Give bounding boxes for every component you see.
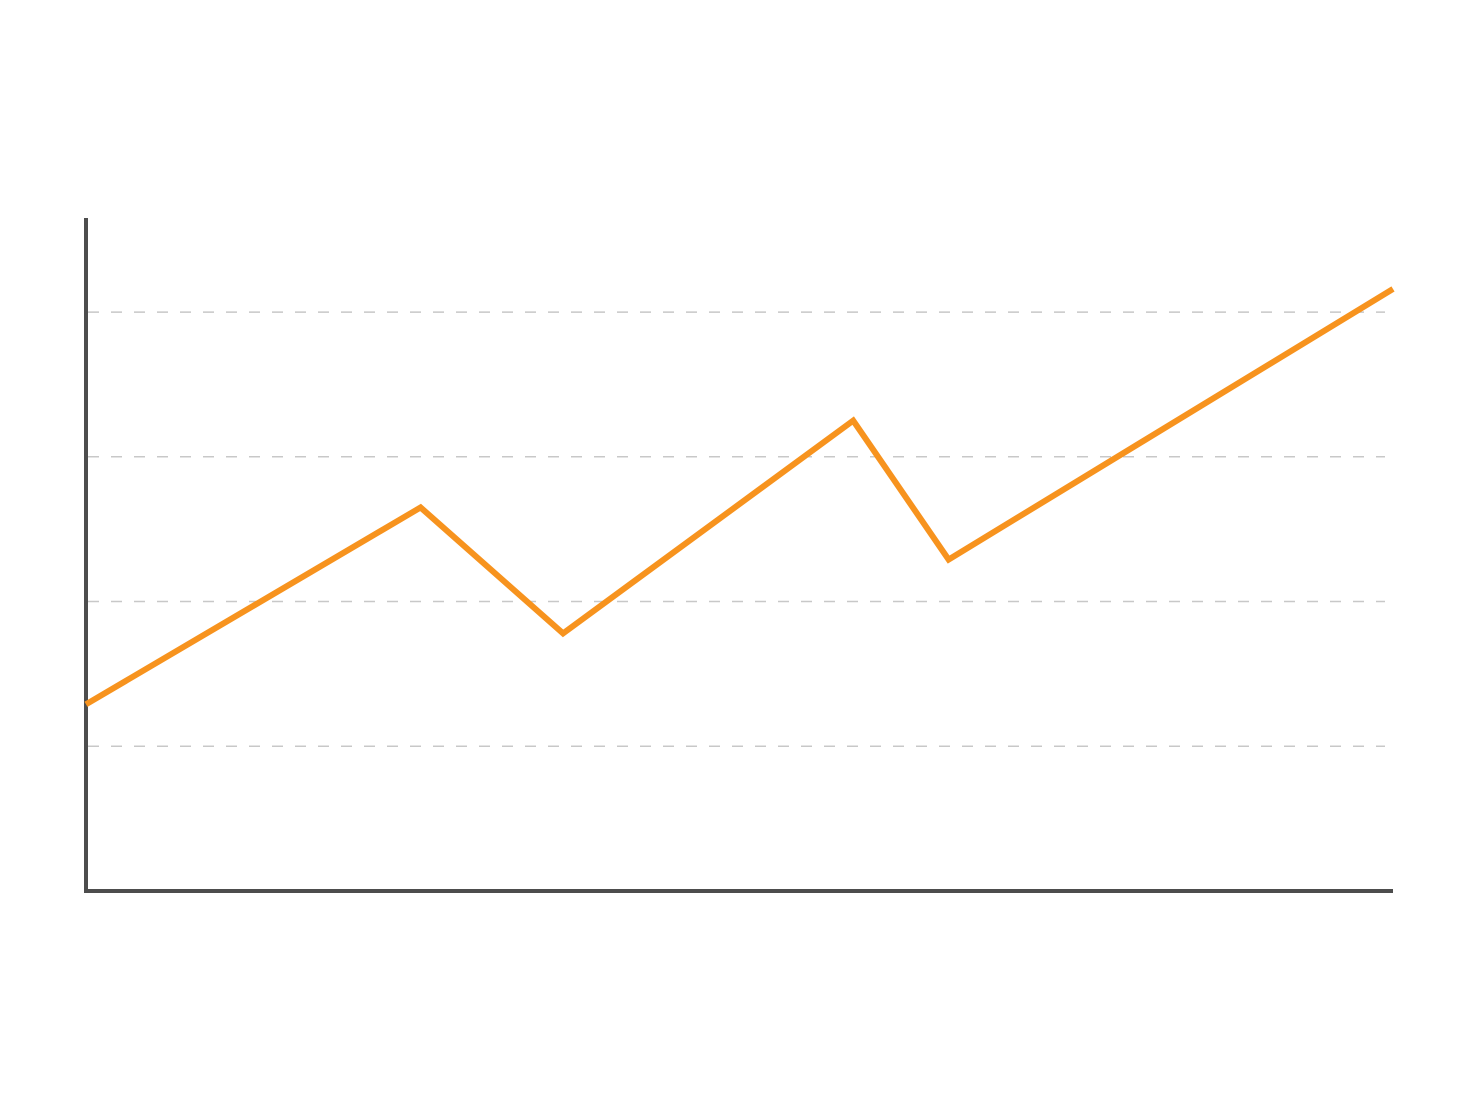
data-line xyxy=(84,286,1395,707)
